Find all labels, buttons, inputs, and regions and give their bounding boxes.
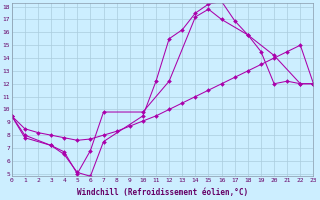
X-axis label: Windchill (Refroidissement éolien,°C): Windchill (Refroidissement éolien,°C) [77,188,248,197]
